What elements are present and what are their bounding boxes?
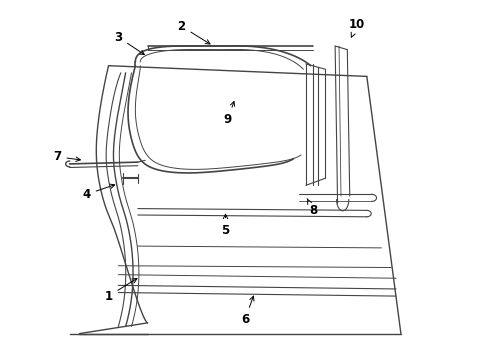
Text: 2: 2	[177, 20, 210, 44]
Text: 4: 4	[82, 184, 115, 201]
Text: 9: 9	[224, 102, 235, 126]
Text: 1: 1	[104, 279, 137, 303]
Text: 10: 10	[349, 18, 365, 37]
Text: 7: 7	[53, 150, 80, 163]
Text: 6: 6	[241, 296, 254, 326]
Text: 5: 5	[221, 214, 230, 237]
Text: 8: 8	[307, 199, 318, 217]
Text: 3: 3	[114, 31, 145, 55]
